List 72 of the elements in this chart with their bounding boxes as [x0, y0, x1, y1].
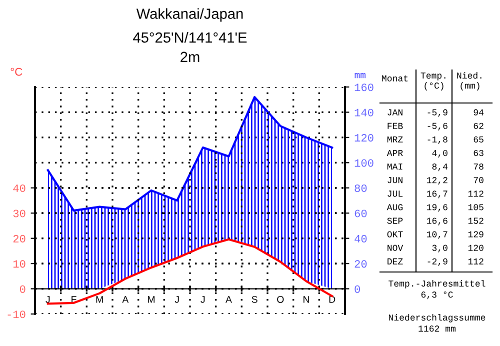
x-tick-label: F: [72, 296, 76, 303]
y-tick-label: 10: [13, 260, 26, 268]
text: Niederschlagssumme 1162 mm: [388, 314, 486, 332]
y2-tick-label: 0: [354, 285, 360, 293]
text: -2,9: [428, 258, 448, 266]
text: 112: [468, 190, 484, 197]
text: 19,6: [426, 204, 448, 212]
y-tick-label: 0: [20, 285, 26, 293]
text: 70: [474, 177, 484, 184]
x-tick-label: J: [200, 296, 205, 303]
text: 8,4: [432, 163, 448, 172]
text: 94: [474, 109, 484, 116]
x-tick-label: A: [226, 296, 232, 303]
text: 62: [474, 122, 484, 129]
text: MRZ: [387, 136, 403, 142]
text: 105: [468, 204, 484, 210]
chart-title: Wakkanai/Japan: [136, 8, 243, 22]
text: 10,7: [426, 231, 448, 239]
text: MAI: [387, 164, 402, 170]
y2-axis-title: mm: [354, 72, 366, 78]
text: DEZ: [388, 258, 403, 264]
text: JUL: [388, 190, 403, 197]
text: 120: [468, 244, 484, 251]
x-tick-label: J: [46, 296, 50, 303]
text: 12,2: [426, 177, 448, 185]
text: 63: [474, 150, 484, 156]
text: 16,7: [426, 190, 448, 198]
y2-tick-label: 100: [354, 159, 374, 167]
text: Monat: [382, 75, 408, 82]
text: 65: [474, 136, 484, 143]
x-tick-label: J: [174, 296, 179, 303]
text: 112: [468, 258, 484, 264]
text: -5,9: [428, 109, 448, 117]
text: FEB: [388, 122, 403, 129]
text: NOV: [388, 244, 404, 251]
text: 4,0: [432, 150, 448, 158]
text: -1,8: [428, 136, 448, 144]
text: Temp. (°C): [420, 72, 446, 90]
y-tick-label: 20: [13, 234, 26, 242]
text: 78: [474, 163, 484, 170]
y2-tick-label: 60: [354, 210, 367, 218]
text: Nied. (mm): [457, 72, 482, 90]
y2-tick-label: 20: [354, 260, 367, 268]
text: 3,0: [432, 244, 448, 252]
y-tick-label: 40: [13, 184, 26, 192]
y2-tick-label: 120: [354, 134, 374, 142]
x-tick-label: A: [122, 296, 129, 303]
y-tick-label: -10: [8, 310, 26, 318]
text: APR: [386, 150, 403, 156]
text: JAN: [388, 109, 402, 116]
y2-tick-label: 80: [354, 184, 367, 192]
x-tick-label: M: [148, 296, 154, 303]
x-tick-label: S: [252, 296, 258, 303]
text: OKT: [387, 231, 403, 238]
x-tick-label: M: [96, 296, 103, 303]
y-axis-title: °C: [10, 68, 22, 76]
line-series: [46, 238, 334, 305]
x-tick-label: N: [304, 296, 309, 303]
y2-tick-label: 140: [354, 108, 374, 116]
y2-tick-label: 40: [354, 234, 367, 242]
text: Temp.-Jahresmittel 6,3 °C: [388, 280, 486, 300]
text: JUN: [388, 177, 402, 184]
y-tick-label: 30: [13, 210, 26, 218]
x-tick-label: O: [277, 296, 284, 303]
text: 129: [468, 231, 484, 238]
text: -5,6: [428, 122, 448, 130]
chart-subtitle: 45°25'N/141°41'E 2m: [133, 32, 247, 62]
text: SEP: [387, 218, 403, 224]
y2-tick-label: 160: [354, 84, 374, 92]
text: 152: [468, 218, 484, 224]
text: 16,6: [426, 218, 448, 226]
text: AUG: [386, 204, 403, 210]
